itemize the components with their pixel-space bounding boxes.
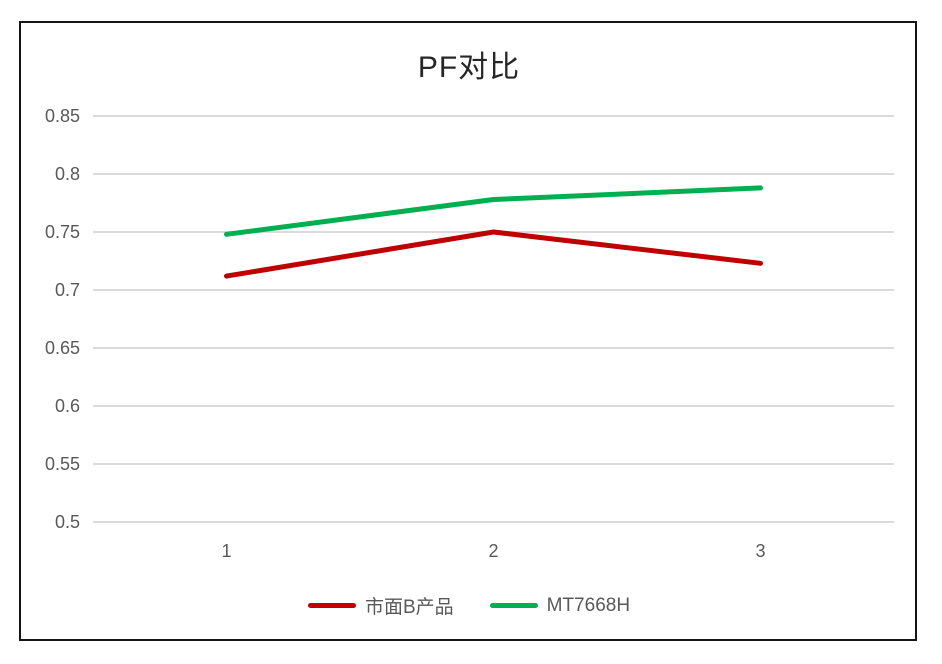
gridlines [93, 115, 894, 523]
y-tick-label: 0.7 [55, 280, 80, 300]
chart-title: PF对比 [417, 51, 521, 84]
x-tick-label: 2 [488, 541, 498, 561]
y-axis-tick-labels: 0.85 0.8 0.75 0.7 0.65 0.6 0.55 0.5 [45, 106, 80, 532]
y-tick-label: 0.8 [55, 164, 80, 184]
legend-line-swatch [489, 603, 538, 608]
series-line-MT7668H [224, 185, 763, 237]
legend-line-swatch [307, 603, 356, 608]
x-axis-tick-labels: 1 2 3 [221, 541, 765, 561]
series-line-市面B产品 [224, 229, 763, 279]
series-lines [224, 185, 763, 279]
x-tick-label: 1 [221, 541, 231, 561]
chart-frame [19, 21, 917, 641]
legend-label: 市面B产品 [364, 597, 454, 618]
x-tick-label: 3 [755, 541, 765, 561]
legend-label: MT7668H [546, 594, 631, 616]
legend-item[interactable]: MT7668H [489, 594, 631, 617]
y-tick-label: 0.5 [55, 512, 80, 532]
chart-legend: 市面B产品 MT7668H [19, 592, 919, 619]
y-tick-label: 0.55 [45, 454, 80, 474]
y-tick-label: 0.75 [45, 222, 80, 242]
y-tick-label: 0.65 [45, 338, 80, 358]
y-tick-label: 0.85 [45, 106, 80, 126]
y-tick-label: 0.6 [55, 396, 80, 416]
legend-item[interactable]: 市面B产品 [307, 592, 454, 619]
